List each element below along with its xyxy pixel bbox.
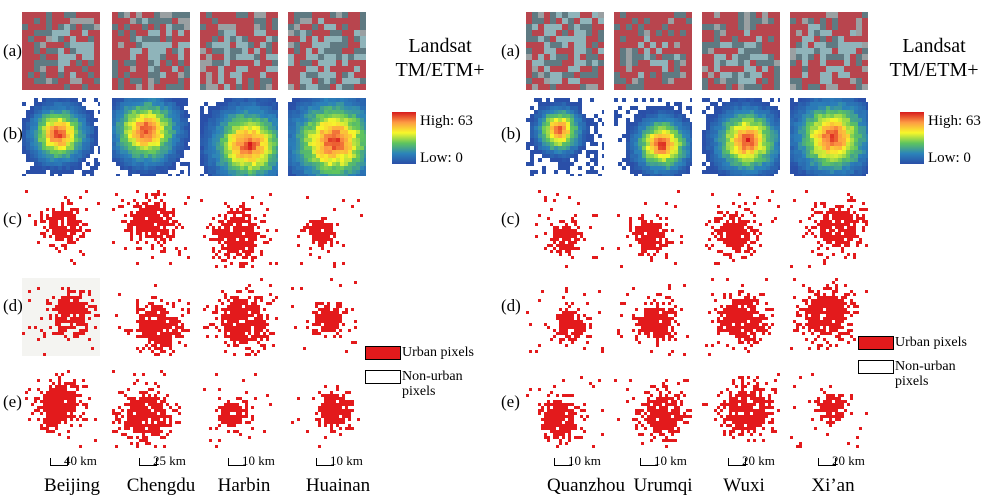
row-label-c: (c) [3, 209, 22, 228]
urban-map [702, 278, 780, 356]
row-label-e: (e) [501, 392, 520, 411]
row-label-a: (a) [501, 41, 520, 60]
urban-map [790, 190, 868, 268]
nonurban-legend-line2: pixels [402, 384, 436, 399]
urban-map [22, 370, 100, 448]
scale-bar-label: 10 km [568, 453, 601, 468]
scale-bar-label: 40 km [64, 453, 97, 468]
left-panel: (a) (b) (c) (d) (e) Landsat TM/ETM+ High… [3, 12, 495, 496]
landsat-image [288, 12, 366, 90]
city-name: Xi’an [811, 475, 855, 496]
landsat-image [614, 12, 692, 90]
density-map [702, 98, 780, 176]
density-map [22, 98, 100, 176]
urban-legend-label: Urban pixels [895, 335, 967, 350]
row-label-d: (d) [3, 296, 23, 315]
scale-bar-label: 20 km [832, 453, 865, 468]
row-label-a: (a) [3, 41, 22, 60]
urban-map [200, 278, 278, 356]
header-line2: TM/ETM+ [395, 59, 485, 81]
right-panel: (a) (b) (c) (d) (e) Landsat TM/ETM+ High… [500, 0, 1000, 498]
urban-map [288, 370, 366, 448]
landsat-image [790, 12, 868, 90]
landsat-image [702, 12, 780, 90]
density-colorbar [900, 112, 924, 164]
landsat-image [112, 12, 190, 90]
nonurban-legend-line1: Non-urban [895, 359, 956, 374]
header-line1: Landsat [902, 35, 966, 57]
nonurban-legend-label: Non-urban pixels [402, 369, 463, 399]
urban-map [200, 370, 278, 448]
density-map [200, 98, 278, 176]
row-label-e: (e) [3, 392, 22, 411]
scale-bar-label: 25 km [153, 453, 186, 468]
colorbar-low-label: Low: 0 [928, 150, 971, 166]
nonurban-legend-swatch [858, 360, 894, 374]
density-map [288, 98, 366, 176]
city-name: Quanzhou [546, 475, 626, 496]
landsat-image [200, 12, 278, 90]
density-map [614, 98, 692, 176]
urban-map [526, 190, 604, 268]
urban-map [790, 370, 868, 448]
urban-map [288, 190, 366, 268]
urban-map [112, 370, 190, 448]
landsat-image [526, 12, 604, 90]
urban-map [614, 278, 692, 356]
nonurban-legend-line2: pixels [895, 374, 929, 389]
header-line2: TM/ETM+ [889, 59, 979, 81]
urban-map [22, 278, 100, 356]
header-line1: Landsat [408, 35, 472, 57]
landsat-header: Landsat TM/ETM+ [878, 34, 990, 82]
urban-map [790, 278, 868, 356]
city-name: Huainan [305, 475, 371, 496]
urban-map [702, 190, 780, 268]
nonurban-legend-swatch [365, 370, 401, 384]
row-label-b: (b) [3, 124, 23, 143]
nonurban-legend-line1: Non-urban [402, 369, 463, 384]
urban-map [614, 370, 692, 448]
urban-map [614, 190, 692, 268]
scale-bar-label: 20 km [742, 453, 775, 468]
landsat-image [22, 12, 100, 90]
city-name: Chengdu [126, 475, 196, 496]
scale-bar-label: 10 km [330, 453, 363, 468]
row-label-b: (b) [501, 124, 521, 143]
urban-map [22, 190, 100, 268]
urban-map [112, 190, 190, 268]
colorbar-low-label: Low: 0 [420, 150, 463, 166]
scale-bar-label: 10 km [242, 453, 275, 468]
city-name: Wuxi [723, 475, 765, 496]
urban-map [702, 370, 780, 448]
density-map [526, 98, 604, 176]
urban-map [526, 370, 604, 448]
urban-map [200, 190, 278, 268]
city-name: Harbin [217, 475, 271, 496]
row-label-c: (c) [501, 209, 520, 228]
urban-legend-label: Urban pixels [402, 345, 474, 360]
row-label-d: (d) [501, 296, 521, 315]
city-name: Beijing [44, 475, 100, 496]
urban-legend-swatch [858, 336, 894, 350]
urban-map [112, 278, 190, 356]
landsat-header: Landsat TM/ETM+ [385, 34, 495, 82]
colorbar-high-label: High: 63 [928, 113, 981, 129]
density-map [790, 98, 868, 176]
urban-map [526, 278, 604, 356]
colorbar-high-label: High: 63 [420, 113, 473, 129]
scale-bar-label: 10 km [654, 453, 687, 468]
nonurban-legend-label: Non-urban pixels [895, 359, 956, 389]
density-colorbar [392, 112, 416, 164]
density-map [112, 98, 190, 176]
city-name: Urumqi [633, 475, 693, 496]
urban-legend-swatch [365, 346, 401, 360]
urban-map [288, 278, 366, 356]
